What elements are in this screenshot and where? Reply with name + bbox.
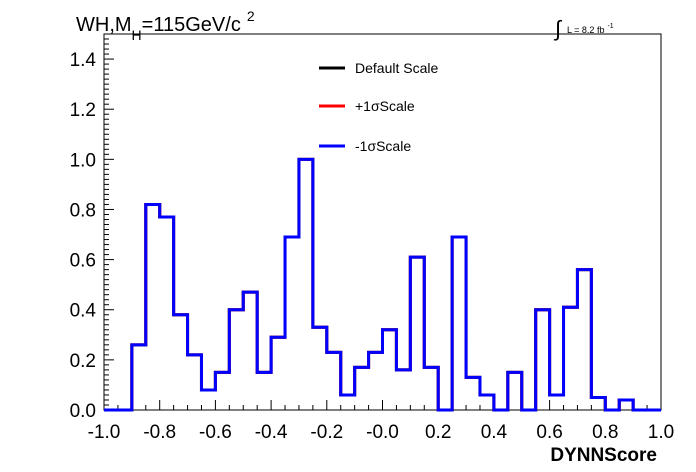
chart-title: WH,MH=115GeV/c 2 [76, 8, 255, 43]
luminosity-text: L = 8.2 fb -1 [567, 23, 614, 35]
y-tick-label: 1.4 [70, 50, 97, 71]
y-tick-label: 0.2 [70, 351, 96, 372]
x-tick-label: -0.6 [199, 422, 232, 443]
y-tick-label: 1.0 [70, 150, 96, 171]
x-tick-label: 1.0 [648, 422, 674, 443]
y-tick-label: 0.6 [70, 251, 96, 272]
y-tick-label: 0.0 [70, 401, 96, 422]
x-tick-label: -0.8 [143, 422, 176, 443]
x-tick-label: -0.4 [255, 422, 288, 443]
integral-sign: ∫ [553, 16, 563, 41]
x-tick-label: -1.0 [88, 422, 121, 443]
series-line-2 [104, 157, 661, 412]
x-tick-label: -0.0 [366, 422, 399, 443]
y-tick-label: 1.2 [70, 100, 96, 121]
x-tick-label: 0.2 [425, 422, 451, 443]
y-axis: 0.0 0.2 0.4 0.6 0.8 1.0 1.2 1.4 [70, 33, 114, 422]
y-tick-label: 0.4 [70, 301, 97, 322]
x-axis: -1.0 -0.8 -0.6 -0.4 -0.2 -0.0 0.2 0.4 0.6 0.8 1.0 [88, 400, 674, 443]
legend-label: Default Scale [355, 60, 438, 76]
y-tick-label: 0.8 [70, 200, 96, 221]
legend: Default Scale +1σScale -1σScale [319, 60, 438, 154]
luminosity-label: ∫ L = 8.2 fb -1 [553, 16, 614, 41]
x-axis-title: DYNNScore [550, 445, 657, 466]
series-layer [104, 157, 661, 412]
legend-label: +1σScale [355, 98, 415, 114]
x-tick-label: 0.4 [481, 422, 508, 443]
x-tick-label: 0.6 [536, 422, 562, 443]
legend-label: -1σScale [355, 138, 411, 154]
x-tick-label: 0.8 [592, 422, 618, 443]
x-tick-label: -0.2 [310, 422, 343, 443]
